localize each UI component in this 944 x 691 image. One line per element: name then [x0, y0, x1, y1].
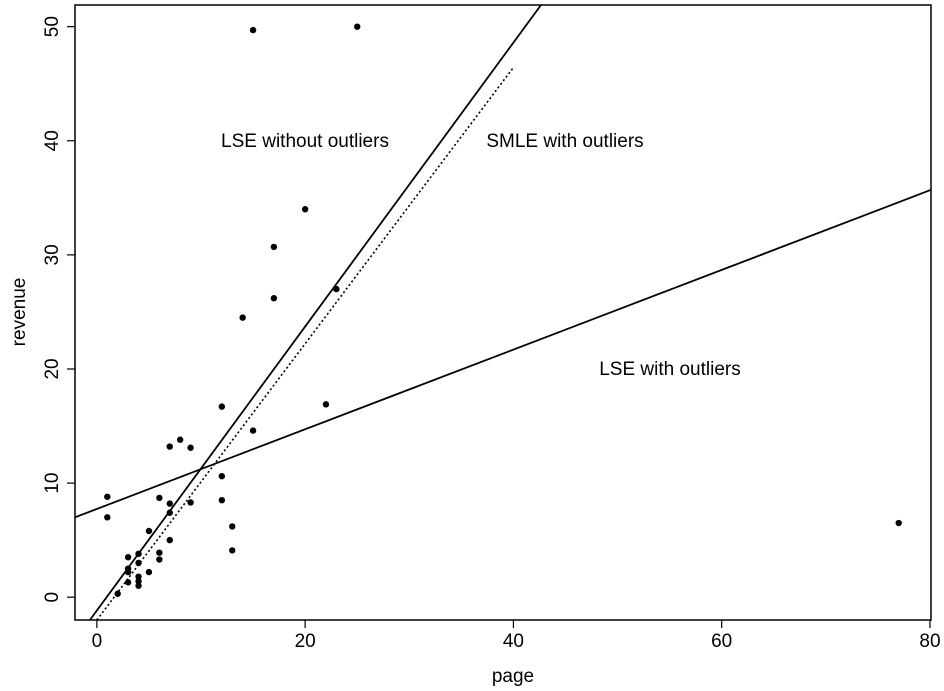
x-tick-label: 80 — [919, 631, 940, 652]
point — [104, 514, 111, 521]
point — [114, 590, 121, 597]
point — [145, 527, 153, 535]
point — [187, 444, 194, 451]
point — [135, 573, 142, 580]
point — [354, 23, 361, 30]
point — [124, 579, 132, 586]
point — [145, 568, 153, 576]
point — [104, 493, 111, 500]
point — [156, 494, 163, 502]
plot-frame — [74, 4, 932, 621]
y-tick-label: 0 — [42, 592, 63, 603]
point — [156, 556, 163, 563]
point — [249, 26, 257, 34]
y-tick-label: 10 — [42, 473, 63, 494]
point — [229, 523, 236, 530]
point — [135, 582, 142, 589]
point — [229, 547, 236, 554]
y-tick-label: 50 — [42, 16, 63, 37]
point — [124, 568, 132, 576]
x-axis-label: page — [492, 666, 534, 687]
x-tick-label: 40 — [503, 631, 524, 652]
line-label: LSE without outliers — [221, 131, 389, 152]
point — [166, 500, 173, 507]
point — [166, 536, 173, 544]
x-tick-label: 20 — [295, 631, 316, 652]
line-label: LSE with outliers — [599, 359, 741, 380]
fit-line — [74, 189, 932, 519]
point — [270, 243, 278, 251]
point — [156, 549, 163, 556]
point — [249, 427, 257, 434]
point — [187, 499, 194, 506]
point — [301, 206, 309, 213]
fit-line — [89, 4, 542, 621]
line-label: SMLE with outliers — [486, 131, 643, 152]
point — [270, 295, 278, 302]
point — [239, 314, 246, 321]
point — [322, 401, 330, 408]
point — [135, 550, 142, 558]
point — [218, 473, 226, 480]
x-tick-label: 0 — [92, 631, 103, 652]
point — [333, 285, 340, 293]
point — [176, 436, 184, 443]
y-tick-label: 30 — [42, 244, 63, 265]
point — [135, 578, 142, 585]
y-axis-label: revenue — [9, 278, 30, 347]
point — [218, 403, 226, 410]
fit-line — [96, 66, 515, 621]
point — [135, 559, 142, 567]
x-tick-label: 60 — [711, 631, 732, 652]
y-tick-label: 20 — [42, 358, 63, 379]
y-tick-label: 40 — [42, 130, 63, 151]
point — [218, 496, 226, 504]
point — [166, 443, 173, 450]
point — [124, 554, 132, 561]
point — [166, 509, 173, 516]
point — [895, 519, 902, 527]
